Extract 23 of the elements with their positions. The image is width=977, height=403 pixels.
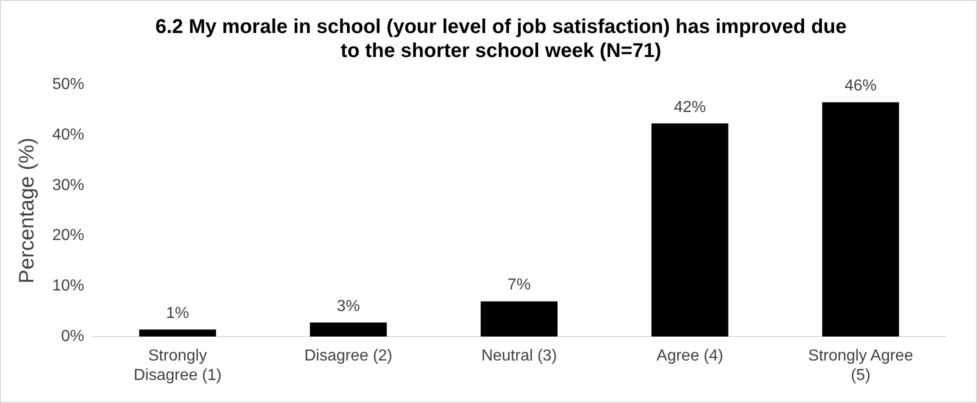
bar [480, 301, 558, 337]
x-tick-label: Disagree (2) [304, 348, 392, 365]
y-tick-label: 20% [52, 227, 84, 244]
y-tick-label: 50% [52, 76, 84, 94]
chart-title: 6.2 My morale in school (your level of job satisfaction) has improved due to the shorter school week (N=71) [154, 15, 848, 63]
bar [651, 123, 728, 337]
x-tick-label: Neutral (3) [481, 348, 557, 365]
data-label: 46% [844, 78, 877, 95]
data-label: 42% [674, 98, 706, 116]
data-label: 1% [166, 304, 190, 322]
x-tick-label: Strongly Agree (5) [808, 348, 914, 384]
data-label: 7% [508, 276, 531, 294]
bar [822, 102, 900, 337]
bar [310, 322, 387, 337]
y-axis-title: Percentage (%) [15, 138, 38, 284]
y-tick-label: 30% [52, 176, 84, 194]
data-label: 3% [336, 298, 360, 315]
bar [139, 330, 216, 337]
x-tick-label: Agree (4) [656, 348, 724, 365]
x-tick-label: Strongly Disagree (1) [134, 348, 222, 384]
y-tick-label: 10% [52, 278, 84, 295]
y-tick-label: 0% [61, 328, 84, 346]
y-tick-label: 40% [52, 126, 84, 144]
